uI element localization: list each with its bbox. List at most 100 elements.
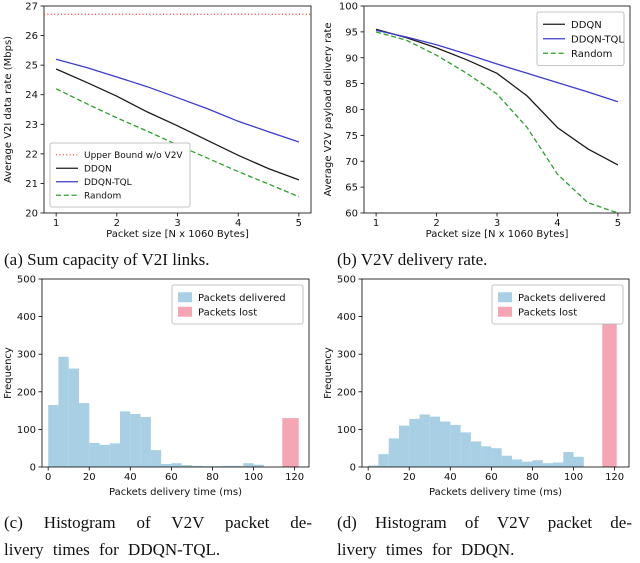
x-tick-label: 120 (605, 472, 624, 483)
caption-d-line2: livery times for DDQN. (337, 540, 515, 559)
y-tick-label: 100 (337, 425, 356, 436)
top-chart-row: 1 2 3 4 5 20 21 22 23 24 25 26 27 Packet size [N x 10… (0, 0, 640, 243)
x-tick-label: 3 (174, 218, 180, 229)
legend-swatch (178, 292, 192, 303)
chart-histogram-ddqn: 0 20 40 60 80 100 120 0 100 200 300 400 500 Packets d… (320, 273, 640, 501)
y-tick-label: 100 (17, 425, 36, 436)
y-tick-label: 20 (25, 209, 38, 220)
hist-bar-delivered (161, 464, 172, 467)
legend-label: Packets delivered (518, 293, 606, 304)
hist-bar-delivered (253, 464, 264, 467)
x-axis-label: Packet size [N x 1060 Bytes] (106, 229, 249, 240)
y-tick-label: 90 (345, 53, 358, 64)
y-tick-label: 300 (17, 350, 36, 361)
legend-swatch (498, 292, 512, 303)
x-tick-label: 20 (403, 472, 416, 483)
caption-row-top: (a) Sum capacity of V2I links. (b) V2V d… (0, 243, 640, 273)
hist-bar-delivered (368, 465, 379, 467)
caption-b: (b) V2V delivery rate. (337, 250, 488, 269)
chart-histogram-ddqn-tql: 0 20 40 60 80 100 120 0 100 200 300 400 500 Packets d… (0, 273, 320, 501)
x-tick-label: 4 (235, 218, 241, 229)
hist-bar-delivered (388, 438, 399, 467)
y-tick-label: 22 (25, 149, 38, 160)
hist-bar-lost (602, 287, 617, 467)
caption-a: (a) Sum capacity of V2I links. (4, 250, 210, 269)
hist-bar-delivered (243, 463, 254, 467)
hist-bar-delivered (79, 403, 90, 467)
hist-bar-delivered (399, 425, 410, 467)
y-tick-label: 400 (17, 312, 36, 323)
hist-bar-delivered (460, 432, 471, 467)
hist-bar-delivered (491, 448, 502, 467)
hist-bar-delivered (501, 455, 512, 467)
series-DDQN-TQL (55, 58, 300, 143)
hist-bar-delivered (120, 411, 131, 467)
y-axis-label: Frequency (323, 347, 334, 399)
hist-bar-delivered (511, 459, 523, 467)
y-tick-label: 0 (30, 463, 36, 474)
x-tick-label: 120 (285, 472, 304, 483)
y-tick-label: 27 (25, 2, 38, 13)
hist-bar-delivered (542, 463, 553, 467)
v2v-delivery-rate-svg: 1 2 3 4 5 60 65 70 75 80 85 90 95 100 Packet size [N x… (323, 2, 631, 240)
y-tick-label: 500 (17, 275, 36, 286)
x-axis-label: Packets delivery time (ms) (429, 487, 562, 498)
hist-bar-delivered (150, 450, 162, 467)
hist-ddqn-svg: 0 20 40 60 80 100 120 0 100 200 300 400 500 Packets d… (323, 275, 630, 498)
x-tick-label: 1 (373, 218, 379, 229)
chart-v2v-delivery-rate: 1 2 3 4 5 60 65 70 75 80 85 90 95 100 Packet size [N x… (320, 0, 640, 243)
x-tick-label: 60 (165, 472, 178, 483)
legend-label: Upper Bound w/o V2V (84, 151, 183, 161)
series-DDQN (55, 68, 300, 181)
chart-v2i-sum-capacity: 1 2 3 4 5 20 21 22 23 24 25 26 27 Packet size [N x 10… (0, 0, 320, 243)
y-tick-label: 0 (350, 463, 356, 474)
y-axis-label: Frequency (3, 347, 14, 399)
y-tick-label: 300 (337, 350, 356, 361)
legend-box (536, 11, 625, 66)
x-tick-label: 0 (365, 472, 371, 483)
hist-bar-delivered (58, 356, 69, 467)
legend-label: DDQN (571, 20, 602, 31)
y-tick-label: 23 (25, 120, 38, 131)
caption-c-line2: livery times for DDQN-TQL. (4, 540, 221, 559)
x-tick-label: 4 (554, 218, 560, 229)
hist-bar-delivered (429, 416, 441, 467)
hist-bar-delivered (409, 418, 420, 467)
x-tick-label: 40 (124, 472, 137, 483)
hist-bar-delivered (573, 456, 584, 467)
caption-c-line1: (c) Histogram of V2V packet de- (4, 513, 312, 532)
series-Random (375, 31, 619, 214)
x-tick-label: 1 (53, 218, 59, 229)
x-tick-label: 100 (244, 472, 263, 483)
y-tick-label: 65 (345, 183, 358, 194)
y-tick-label: 200 (17, 387, 36, 398)
plot-frame (361, 278, 630, 468)
hist-bar-delivered (553, 462, 564, 467)
hist-bar-delivered (450, 424, 461, 467)
hist-bar-delivered (440, 421, 451, 467)
hist-bar-delivered (181, 465, 192, 467)
legend-box (491, 284, 624, 325)
hist-bar-delivered (130, 414, 141, 467)
x-tick-label: 20 (83, 472, 96, 483)
y-tick-label: 26 (25, 31, 38, 42)
hist-bar-delivered (68, 368, 79, 467)
legend-label: Random (571, 49, 612, 60)
legend-label: DDQN-TQL (571, 34, 624, 45)
series-DDQN (375, 28, 619, 166)
x-axis-label: Packets delivery time (ms) (109, 487, 242, 498)
hist-bar-delivered (233, 465, 244, 467)
y-tick-label: 21 (25, 179, 38, 190)
legend-label: Packets delivered (198, 293, 286, 304)
x-tick-label: 80 (526, 472, 539, 483)
hist-bar-delivered (470, 441, 482, 467)
x-tick-label: 2 (114, 218, 120, 229)
caption-d-line1: (d) Histogram of V2V packet de- (337, 513, 632, 532)
hist-bar-delivered (222, 465, 233, 467)
legend-label: Packets lost (198, 307, 257, 318)
hist-bar-delivered (481, 446, 492, 467)
x-tick-label: 100 (564, 472, 583, 483)
y-tick-label: 80 (345, 105, 358, 116)
y-tick-label: 95 (345, 27, 358, 38)
